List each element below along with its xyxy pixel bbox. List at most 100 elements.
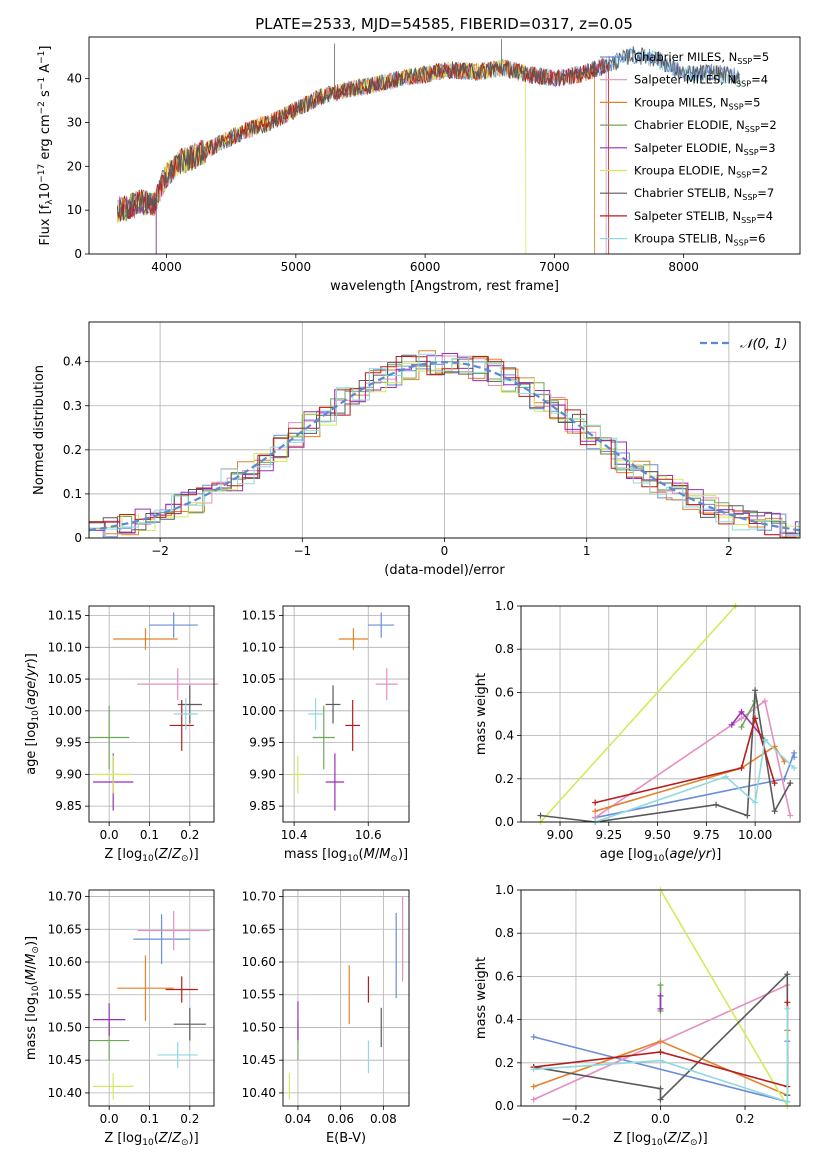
label-part: )] [24, 653, 39, 663]
errorbar-point [173, 1007, 206, 1041]
histogram-step [89, 354, 800, 538]
y-tick-label: 0 [74, 247, 82, 261]
y-tick-label: 10.70 [48, 890, 82, 904]
errorbar-point [117, 955, 174, 1021]
histogram-step [89, 355, 800, 538]
y-tick-label: 9.85 [249, 799, 276, 813]
label-part: / [168, 847, 173, 862]
legend-subscript: SSP [729, 102, 744, 111]
label-part: Z [log [613, 1131, 651, 1146]
label-part: )] [711, 847, 721, 862]
errorbar-point [89, 705, 130, 770]
y-label-part: −1 [37, 51, 47, 64]
weight-line [533, 1008, 789, 1103]
legend-subscript: SSP [745, 125, 760, 134]
spectrum-line [117, 46, 741, 222]
label-part: yr [24, 662, 39, 678]
label-part: ⊙ [31, 946, 41, 954]
y-tick-label: 10.10 [242, 640, 276, 654]
y-tick-label: 0.0 [495, 815, 514, 829]
x-tick-label: 4000 [151, 260, 182, 274]
label-part: ⊙ [690, 1138, 698, 1148]
legend-subscript: SSP [741, 216, 756, 225]
label-part: M [24, 969, 39, 980]
legend-label: Chabrier MILES, NSSP=5 [634, 50, 769, 66]
y-label-part: s [38, 90, 53, 101]
y-label-part: Flux [f [38, 204, 53, 245]
label-part: )] [398, 847, 408, 862]
errorbar-point [345, 700, 361, 751]
mass_vs_Z-panel: 0.0 0.1 0.2 10.40 10.45 10.50 10.55 10.60 10.65 1… [24, 889, 215, 1148]
label-part: ( [154, 847, 159, 862]
mass_vs_ebv-panel: 0.04 0.06 0.08 10.40 10.45 10.50 10.55 10.60 10.… [242, 889, 410, 1146]
normal-curve [88, 360, 801, 532]
y-tick-label: 9.85 [55, 799, 82, 813]
plot-frame [88, 889, 215, 1107]
x-tick-label: 6000 [410, 260, 441, 274]
label-part: age [669, 847, 693, 862]
legend-text: Kroupa ELODIE, N [634, 164, 736, 178]
weight_vs_age-panel: 9.00 9.25 9.50 9.75 10.00 0.0 0.2 0.4 0.6 0.8 1.0 a… [474, 599, 801, 864]
y-tick-label: 10.65 [242, 922, 276, 936]
x-tick-label: 5000 [281, 260, 312, 274]
legend-label: Salpeter STELIB, NSSP=4 [634, 209, 773, 225]
y-label-part: A [38, 64, 53, 77]
legend-subscript: SSP [737, 57, 752, 66]
plot-frame [282, 889, 410, 1107]
y-tick-label: 10.15 [242, 609, 276, 623]
errorbar-point [325, 685, 341, 724]
histogram-step [89, 356, 800, 538]
y-tick-label: 9.90 [55, 767, 82, 781]
y-tick-label: 0.4 [495, 1013, 514, 1027]
weight-line [740, 700, 756, 728]
y-tick-label: 0.2 [63, 443, 82, 457]
y-axis-label: mass [log10(M/M⊙)] [24, 936, 41, 1060]
legend-label: Kroupa MILES, NSSP=5 [634, 95, 760, 111]
errorbar-point [165, 976, 198, 1003]
legend-label: Kroupa STELIB, NSSP=6 [634, 232, 765, 248]
y-tick-label: 0.2 [495, 1056, 514, 1070]
label-part: Z [158, 847, 169, 862]
y-tick-label: 0.4 [63, 355, 82, 369]
y-label-part: −17 [37, 164, 47, 183]
x-tick-label: 9.50 [644, 828, 671, 842]
age_vs_Z-panel: 0.0 0.1 0.2 9.85 9.90 9.95 10.00 10.05 10.10 10.1… [24, 605, 219, 864]
errorbar-point [169, 700, 194, 751]
label-part: mass [log [284, 847, 347, 862]
label-part: mass [log [24, 997, 39, 1060]
label-part: Z [680, 1131, 691, 1146]
label-part: Z [log [104, 847, 142, 862]
x-axis-label: mass [log10(M/M⊙)] [284, 847, 408, 864]
y-tick-label: 9.95 [249, 736, 276, 750]
y-tick-label: 0.8 [495, 642, 514, 656]
y-tick-label: 10.40 [48, 1086, 82, 1100]
legend-value: =5 [744, 95, 761, 109]
y-tick-label: 10.65 [48, 922, 82, 936]
label-part: ( [154, 1131, 159, 1146]
label-part: )] [698, 1131, 708, 1146]
x-tick-label: 9.25 [595, 828, 622, 842]
y-axis-label: Flux [fλ10−17 erg cm−2 s−1 A−1] [37, 46, 55, 246]
y-tick-label: 10.10 [48, 640, 82, 654]
y-tick-label: 1.0 [495, 599, 514, 613]
y-tick-label: 30 [67, 115, 82, 129]
label-part: / [375, 847, 380, 862]
errorbar-point [93, 1073, 134, 1100]
y-tick-label: 40 [67, 72, 82, 86]
legend-value: =6 [749, 232, 766, 246]
y-tick-label: 10.55 [242, 988, 276, 1002]
y-tick-label: 10 [67, 203, 82, 217]
x-tick-label: 0.1 [140, 828, 159, 842]
y-tick-label: 0 [74, 531, 82, 545]
y-label-part: −1 [37, 77, 47, 90]
y-tick-label: 10.15 [48, 609, 82, 623]
y-tick-label: 0.0 [495, 1099, 514, 1113]
y-tick-label: 10.45 [48, 1053, 82, 1067]
label-part: Z [171, 847, 182, 862]
x-tick-label: 0.1 [140, 1112, 159, 1126]
legend-text: Salpeter STELIB, N [634, 209, 741, 223]
label-part: ⊙ [181, 1138, 189, 1148]
label-part: ( [24, 705, 39, 710]
errorbar-point [149, 612, 198, 638]
